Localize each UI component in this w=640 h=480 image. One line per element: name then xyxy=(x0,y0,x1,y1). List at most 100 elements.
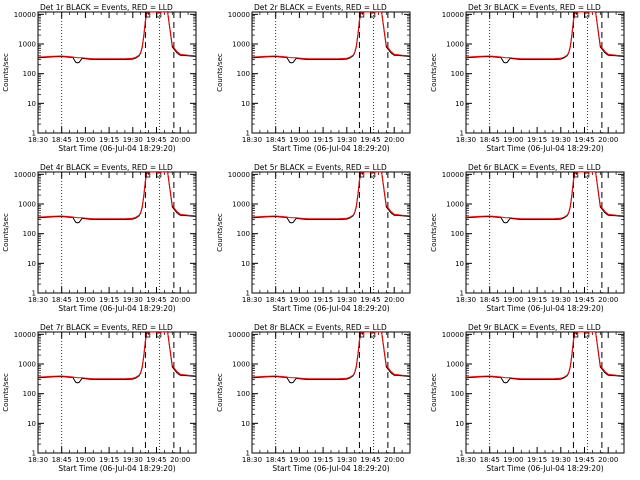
x-tick-label: 19:30 xyxy=(123,456,143,464)
x-tick-label: 20:00 xyxy=(598,456,618,464)
y-tick-label: 1000 xyxy=(446,41,464,49)
x-axis-label: Start Time (06-Jul-04 18:29:20) xyxy=(272,464,389,473)
x-tick-label: 19:15 xyxy=(313,456,333,464)
x-tick-label: 18:30 xyxy=(242,456,262,464)
x-tick-label: 19:30 xyxy=(551,296,571,304)
y-tick-label: 1 xyxy=(246,290,250,298)
y-tick-label: 1 xyxy=(246,130,250,138)
saturation-marker xyxy=(370,172,376,178)
x-tick-label: 18:30 xyxy=(456,296,476,304)
x-tick-label: 19:45 xyxy=(146,136,166,144)
x-tick-label: 20:00 xyxy=(384,456,404,464)
x-tick-label: 20:00 xyxy=(170,296,190,304)
x-tick-label: 19:15 xyxy=(99,136,119,144)
series-lld-line xyxy=(466,172,624,220)
y-tick-label: 100 xyxy=(451,390,464,398)
y-tick-label: 1000 xyxy=(232,201,250,209)
x-tick-label: 19:15 xyxy=(527,456,547,464)
x-tick-label: 19:00 xyxy=(289,456,309,464)
y-axis-label: Counts/sec xyxy=(430,373,438,412)
x-tick-label: 19:00 xyxy=(289,136,309,144)
saturation-marker xyxy=(584,332,590,338)
y-tick-label: 100 xyxy=(237,70,250,78)
x-axis-label: Start Time (06-Jul-04 18:29:20) xyxy=(58,144,175,153)
panel-title: Det 7r BLACK = Events, RED = LLD xyxy=(40,323,173,332)
series-lld-line xyxy=(252,12,410,60)
x-tick-label: 18:30 xyxy=(456,136,476,144)
y-tick-label: 10 xyxy=(241,420,250,428)
y-tick-label: 10 xyxy=(241,100,250,108)
x-tick-label: 20:00 xyxy=(598,296,618,304)
x-axis-label: Start Time (06-Jul-04 18:29:20) xyxy=(272,304,389,313)
x-tick-label: 19:45 xyxy=(146,456,166,464)
x-tick-label: 18:45 xyxy=(480,456,500,464)
y-tick-label: 1 xyxy=(460,130,464,138)
y-tick-label: 1 xyxy=(460,450,464,458)
x-tick-label: 19:30 xyxy=(551,136,571,144)
x-tick-label: 20:00 xyxy=(170,456,190,464)
x-tick-label: 18:30 xyxy=(242,136,262,144)
x-tick-label: 18:45 xyxy=(266,136,286,144)
x-tick-label: 19:45 xyxy=(146,296,166,304)
panel-det-1: Det 1r BLACK = Events, RED = LLD Counts/s… xyxy=(2,3,197,153)
y-tick-label: 10000 xyxy=(442,331,464,339)
x-tick-label: 19:00 xyxy=(503,136,523,144)
y-tick-label: 100 xyxy=(23,70,36,78)
x-axis-label: Start Time (06-Jul-04 18:29:20) xyxy=(272,144,389,153)
x-axis-label: Start Time (06-Jul-04 18:29:20) xyxy=(486,144,603,153)
panel-det-5: Det 5r BLACK = Events, RED = LLD Counts/s… xyxy=(216,163,411,313)
panel-det-3: Det 3r BLACK = Events, RED = LLD Counts/s… xyxy=(430,3,625,153)
x-tick-label: 19:00 xyxy=(503,456,523,464)
y-tick-label: 1000 xyxy=(18,201,36,209)
saturation-marker xyxy=(573,332,579,338)
panel-det-4: Det 4r BLACK = Events, RED = LLD Counts/s… xyxy=(2,163,197,313)
saturation-marker xyxy=(573,12,579,18)
x-axis-label: Start Time (06-Jul-04 18:29:20) xyxy=(486,304,603,313)
x-tick-label: 19:45 xyxy=(574,456,594,464)
x-tick-label: 19:30 xyxy=(337,136,357,144)
x-tick-label: 19:30 xyxy=(123,136,143,144)
panel-det-2: Det 2r BLACK = Events, RED = LLD Counts/s… xyxy=(216,3,411,153)
x-axis-label: Start Time (06-Jul-04 18:29:20) xyxy=(58,464,175,473)
series-lld-line xyxy=(38,12,196,60)
y-axis-label: Counts/sec xyxy=(216,373,224,412)
y-axis-label: Counts/sec xyxy=(216,53,224,92)
x-tick-label: 19:45 xyxy=(360,296,380,304)
y-tick-label: 10000 xyxy=(14,171,36,179)
panel-det-8: Det 8r BLACK = Events, RED = LLD Counts/s… xyxy=(216,323,411,473)
saturation-marker xyxy=(156,12,162,18)
x-tick-label: 18:45 xyxy=(480,296,500,304)
y-tick-label: 100 xyxy=(451,230,464,238)
x-tick-label: 20:00 xyxy=(384,296,404,304)
x-tick-label: 19:45 xyxy=(360,136,380,144)
y-tick-label: 10 xyxy=(455,100,464,108)
y-tick-label: 1 xyxy=(460,290,464,298)
y-axis-label: Counts/sec xyxy=(2,213,10,252)
saturation-marker xyxy=(370,332,376,338)
y-axis-label: Counts/sec xyxy=(430,53,438,92)
x-tick-label: 18:30 xyxy=(242,296,262,304)
y-tick-label: 1000 xyxy=(232,361,250,369)
y-axis-label: Counts/sec xyxy=(216,213,224,252)
y-axis-label: Counts/sec xyxy=(430,213,438,252)
panel-title: Det 9r BLACK = Events, RED = LLD xyxy=(468,323,601,332)
y-tick-label: 10 xyxy=(27,100,36,108)
x-tick-label: 18:45 xyxy=(266,296,286,304)
y-tick-label: 10000 xyxy=(228,171,250,179)
x-axis-label: Start Time (06-Jul-04 18:29:20) xyxy=(486,464,603,473)
y-tick-label: 10000 xyxy=(14,11,36,19)
x-tick-label: 18:45 xyxy=(52,136,72,144)
y-tick-label: 10 xyxy=(455,420,464,428)
y-tick-label: 10000 xyxy=(228,331,250,339)
y-tick-label: 100 xyxy=(23,230,36,238)
saturation-marker xyxy=(145,332,151,338)
saturation-marker xyxy=(156,332,162,338)
x-tick-label: 19:15 xyxy=(527,136,547,144)
series-lld-line xyxy=(466,332,624,380)
saturation-marker xyxy=(584,12,590,18)
y-axis-label: Counts/sec xyxy=(2,53,10,92)
series-lld-line xyxy=(38,332,196,380)
y-tick-label: 100 xyxy=(451,70,464,78)
y-tick-label: 100 xyxy=(23,390,36,398)
